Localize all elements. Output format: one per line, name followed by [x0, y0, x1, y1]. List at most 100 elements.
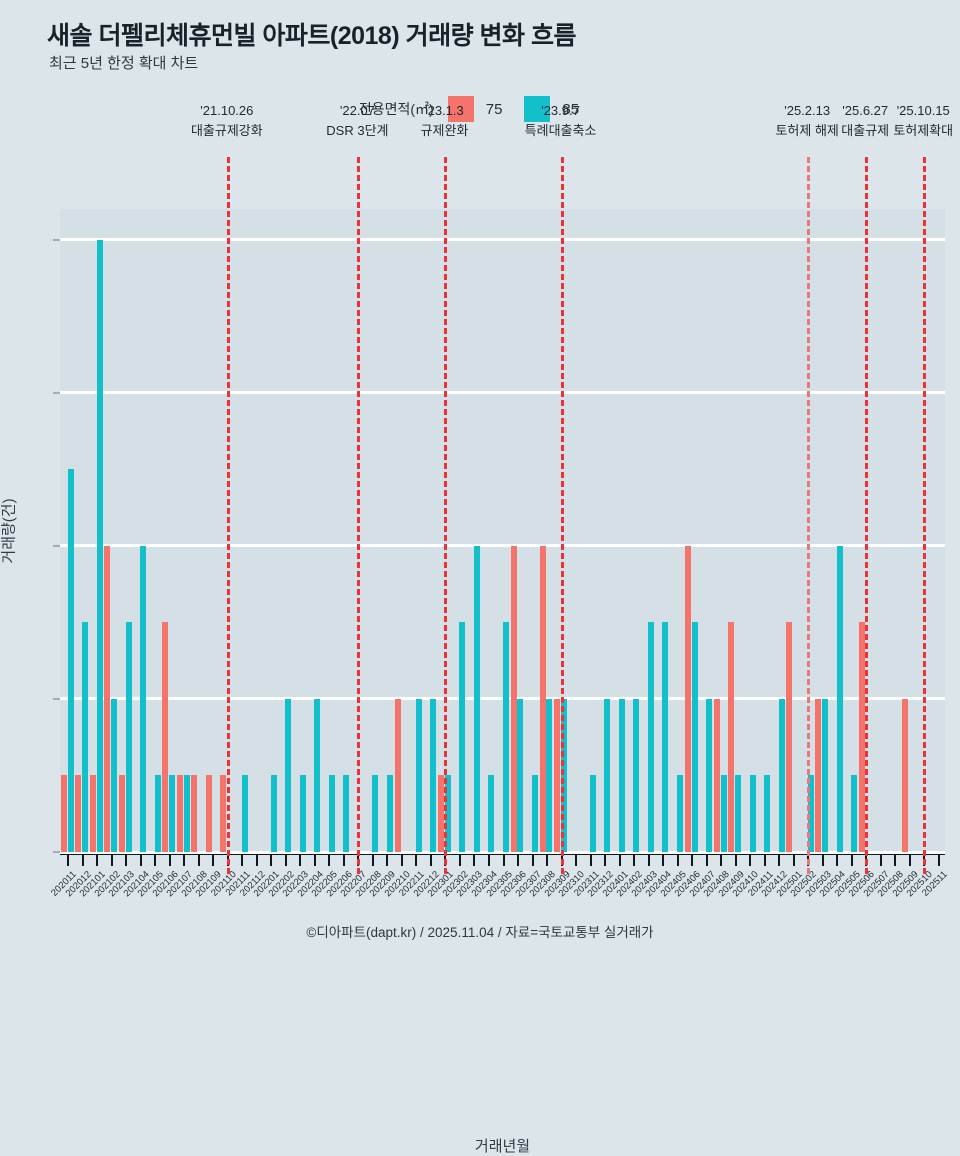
bar-85-202211 — [415, 698, 422, 852]
bar-85-202103 — [125, 622, 132, 852]
event-annotation-202207: '22.07 DSR 3단계 — [326, 101, 388, 141]
x-axis-tick-mark — [633, 855, 636, 866]
event-annotation-202510: '25.10.15 토허제확대 — [893, 101, 953, 141]
x-axis-tick-mark — [429, 855, 432, 866]
x-axis-tick-mark — [676, 855, 679, 866]
x-axis-tick-mark — [67, 855, 70, 866]
bar-75-202012 — [75, 775, 82, 852]
x-axis-tick-mark — [473, 855, 476, 866]
bar-85-202503 — [822, 698, 829, 852]
event-label: 토허제확대 — [893, 123, 954, 139]
x-axis-tick-mark — [81, 855, 84, 866]
x-axis-tick-mark — [792, 855, 795, 866]
bar-75-202110 — [220, 775, 227, 852]
bar-85-202307 — [531, 775, 538, 852]
bar-85-202409 — [735, 775, 742, 852]
plot-area: 거래량(건) 거래년월 0246820201120201220210120210… — [1, 103, 954, 1155]
gridline — [60, 697, 945, 701]
x-axis-tick-mark — [575, 855, 578, 866]
bar-85-202406 — [691, 622, 698, 852]
event-annotation-202506: '25.6.27 대출규제 — [841, 101, 889, 141]
bar-85-202107 — [183, 775, 190, 852]
event-label: 토허제 해제 — [775, 123, 839, 139]
bar-85-202301 — [444, 775, 451, 852]
bar-75-202309 — [554, 698, 561, 852]
x-axis-tick-mark — [371, 855, 374, 866]
x-axis-tick-mark — [531, 855, 534, 866]
bar-85-202401 — [618, 698, 625, 852]
x-axis-tick-mark — [400, 855, 403, 866]
event-annotation-202301: '23.1.3 규제완화 — [421, 101, 469, 141]
x-axis-tick-mark — [937, 855, 940, 866]
bar-75-202103 — [118, 775, 125, 852]
event-date: '25.6.27 — [842, 103, 889, 118]
bar-85-202111 — [241, 775, 248, 852]
x-axis-tick-mark — [96, 855, 99, 866]
event-line-202301 — [444, 157, 448, 874]
bar-75-202501 — [786, 622, 793, 852]
page-title: 새솔 더펠리체휴먼빌 아파트(2018) 거래량 변화 흐름 — [47, 22, 577, 50]
bar-85-202505 — [851, 775, 858, 852]
x-axis-tick-mark — [212, 855, 215, 866]
x-axis-tick-mark — [284, 855, 287, 866]
bar-75-202102 — [104, 545, 111, 852]
bar-85-202311 — [589, 775, 596, 852]
x-axis-tick-mark — [589, 855, 592, 866]
gridline — [60, 238, 945, 242]
bar-75-202108 — [191, 775, 198, 852]
event-date: '25.10.15 — [896, 103, 950, 118]
bar-85-202306 — [517, 698, 524, 852]
event-date: '21.10.26 — [200, 103, 254, 118]
bar-85-202209 — [386, 775, 393, 852]
x-axis-tick-mark — [604, 855, 607, 866]
bar-85-202404 — [662, 622, 669, 852]
bar-75-202106 — [162, 622, 169, 852]
bar-75-202210 — [394, 698, 401, 852]
bar-85-202308 — [546, 698, 553, 852]
x-axis-tick-mark — [894, 855, 897, 866]
y-axis-tick-mark — [53, 544, 60, 547]
bar-75-202109 — [205, 775, 212, 852]
x-axis-tick-mark — [502, 855, 505, 866]
x-axis-tick-mark — [908, 855, 911, 866]
bar-85-202201 — [270, 775, 277, 852]
x-axis-tick-mark — [299, 855, 302, 866]
event-date: '23.9.7 — [541, 103, 580, 118]
y-axis-tick-mark — [53, 851, 60, 853]
footer-credit: ©디아파트(dapt.kr) / 2025.11.04 / 자료=국토교통부 실… — [306, 925, 654, 940]
bar-85-202402 — [633, 698, 640, 852]
bar-85-202302 — [459, 622, 466, 852]
x-axis-tick-mark — [386, 855, 389, 866]
x-axis-tick-mark — [720, 855, 723, 866]
x-axis-tick-mark — [168, 855, 171, 866]
bar-75-202101 — [89, 775, 96, 852]
x-axis-tick-mark — [647, 855, 650, 866]
chart-legend: 전용면적(㎡) 75 85 — [0, 96, 960, 122]
x-axis-tick-mark — [705, 855, 708, 866]
event-line-202309 — [560, 157, 564, 874]
bar-85-202407 — [706, 698, 712, 852]
bar-75-202503 — [815, 698, 822, 852]
x-axis-tick-mark — [255, 855, 258, 866]
gridline — [60, 544, 945, 548]
chart-container: 새솔 더펠리체휴먼빌 아파트(2018) 거래량 변화 흐름 최근 5년 한정 … — [0, 22, 960, 1155]
x-axis-title: 거래년월 — [474, 1138, 531, 1155]
x-axis-tick-mark — [110, 855, 113, 866]
y-axis-tick-mark — [53, 697, 60, 700]
x-axis-tick-mark — [517, 855, 519, 866]
x-axis-tick-mark — [313, 855, 316, 866]
bar-75-202408 — [713, 698, 720, 852]
x-axis-tick-mark — [415, 855, 418, 866]
event-date: '25.2.13 — [784, 103, 831, 118]
x-axis-tick-mark — [749, 855, 752, 866]
bar-85-202202 — [285, 698, 292, 852]
x-axis-tick-mark — [850, 855, 853, 866]
bar-85-202408 — [720, 775, 727, 852]
x-axis-tick-mark — [241, 855, 244, 866]
event-annotation-202502: '25.2.13 토허제 해제 — [775, 101, 838, 141]
bar-75-202409 — [728, 622, 735, 852]
bar-75-202306 — [510, 545, 517, 852]
x-axis-tick-mark — [691, 855, 694, 866]
x-axis-tick-mark — [458, 855, 461, 866]
x-axis-tick-mark — [154, 855, 157, 866]
